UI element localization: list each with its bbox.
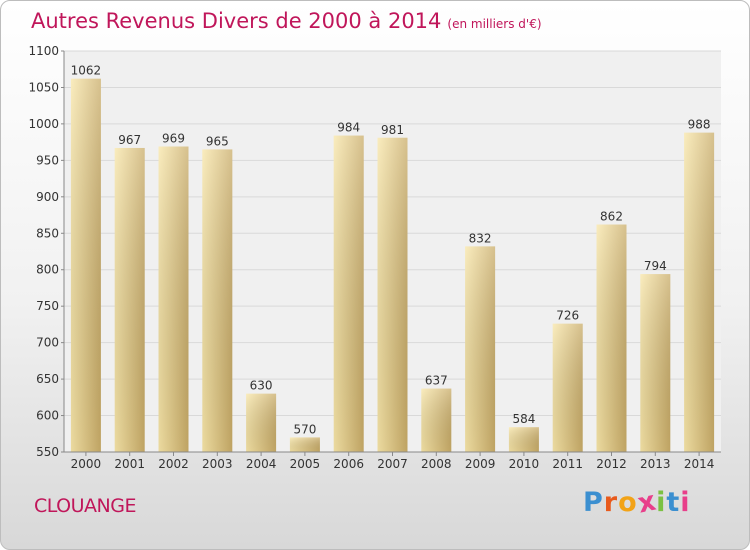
y-tick-label-650: 650 <box>36 372 59 386</box>
bar-shade-2010 <box>508 427 539 452</box>
x-tick-label-2005: 2005 <box>290 457 321 471</box>
y-tick-label-600: 600 <box>36 409 59 423</box>
data-label-2008: 637 <box>425 374 448 388</box>
bar-shade-2002 <box>158 146 189 452</box>
location-label: CLOUANGE <box>34 495 136 517</box>
x-tick-label-2011: 2011 <box>552 457 583 471</box>
y-tick-label-1000: 1000 <box>28 117 59 131</box>
y-tick-label-950: 950 <box>36 153 59 167</box>
data-label-2003: 965 <box>206 134 229 148</box>
y-tick-label-700: 700 <box>36 336 59 350</box>
axis-layer: 550 600 650 700 750 800 850 900 950 1000 1050 1100 2… <box>28 44 721 471</box>
logo-letter: P <box>583 487 604 518</box>
logo-letter: i <box>680 487 691 518</box>
chart-subtitle: (en milliers d'€) <box>447 17 542 31</box>
bar-shade-2014 <box>684 132 715 452</box>
proxiti-logo[interactable]: Proxiti <box>583 485 691 519</box>
x-tick-label-2001: 2001 <box>114 457 145 471</box>
bar-shade-2012 <box>596 224 627 452</box>
bar-shade-2011 <box>552 323 583 452</box>
bar-shade-2001 <box>114 147 145 452</box>
bar-layer <box>70 78 715 453</box>
chart-title-text: Autres Revenus Divers de 2000 à 2014 <box>31 9 442 33</box>
bar-shade-2007 <box>377 137 408 452</box>
y-tick-label-900: 900 <box>36 190 59 204</box>
bar-shade-2004 <box>246 393 277 452</box>
bar-shade-2013 <box>640 274 671 452</box>
y-tick-label-550: 550 <box>36 445 59 459</box>
bar-shade-2000 <box>70 78 101 453</box>
logo-letter: o <box>618 487 638 518</box>
chart-title: Autres Revenus Divers de 2000 à 2014 (en … <box>31 9 542 33</box>
bar-shade-2005 <box>289 437 320 452</box>
y-tick-label-800: 800 <box>36 263 59 277</box>
x-tick-label-2008: 2008 <box>421 457 452 471</box>
x-tick-label-2000: 2000 <box>71 457 102 471</box>
data-label-2007: 981 <box>381 123 404 137</box>
data-label-2005: 570 <box>293 422 316 436</box>
data-label-2013: 794 <box>644 259 667 273</box>
x-tick-label-2014: 2014 <box>684 457 715 471</box>
data-label-2006: 984 <box>337 121 360 135</box>
x-tick-label-2006: 2006 <box>333 457 364 471</box>
bar-shade-2003 <box>202 149 233 452</box>
data-label-2002: 969 <box>162 132 185 146</box>
y-tick-label-1100: 1100 <box>28 44 59 58</box>
data-label-2001: 967 <box>118 133 141 147</box>
data-label-2009: 832 <box>469 231 492 245</box>
x-tick-label-2004: 2004 <box>246 457 277 471</box>
logo-letter: t <box>666 487 681 518</box>
y-tick-label-850: 850 <box>36 226 59 240</box>
bar-shade-2006 <box>333 135 364 453</box>
logo-letter: r <box>603 487 619 518</box>
y-tick-label-750: 750 <box>36 299 59 313</box>
x-tick-label-2009: 2009 <box>465 457 496 471</box>
y-tick-label-1050: 1050 <box>28 80 59 94</box>
data-label-2000: 1062 <box>71 64 102 78</box>
data-label-2014: 988 <box>688 118 711 132</box>
x-tick-label-2007: 2007 <box>377 457 408 471</box>
x-tick-label-2010: 2010 <box>509 457 540 471</box>
logo-letter: i <box>656 487 667 518</box>
x-tick-label-2013: 2013 <box>640 457 671 471</box>
x-tick-label-2003: 2003 <box>202 457 233 471</box>
x-tick-label-2012: 2012 <box>596 457 627 471</box>
data-label-2004: 630 <box>250 379 273 393</box>
data-label-2010: 584 <box>512 412 535 426</box>
x-tick-label-2002: 2002 <box>158 457 189 471</box>
bar-shade-2009 <box>465 246 496 452</box>
data-label-2011: 726 <box>556 309 579 323</box>
label-layer: 1062 967 969 965 630 570 984 981 637 832 584 726 862… <box>71 64 711 437</box>
bar-shade-2008 <box>421 388 452 452</box>
data-label-2012: 862 <box>600 210 623 224</box>
